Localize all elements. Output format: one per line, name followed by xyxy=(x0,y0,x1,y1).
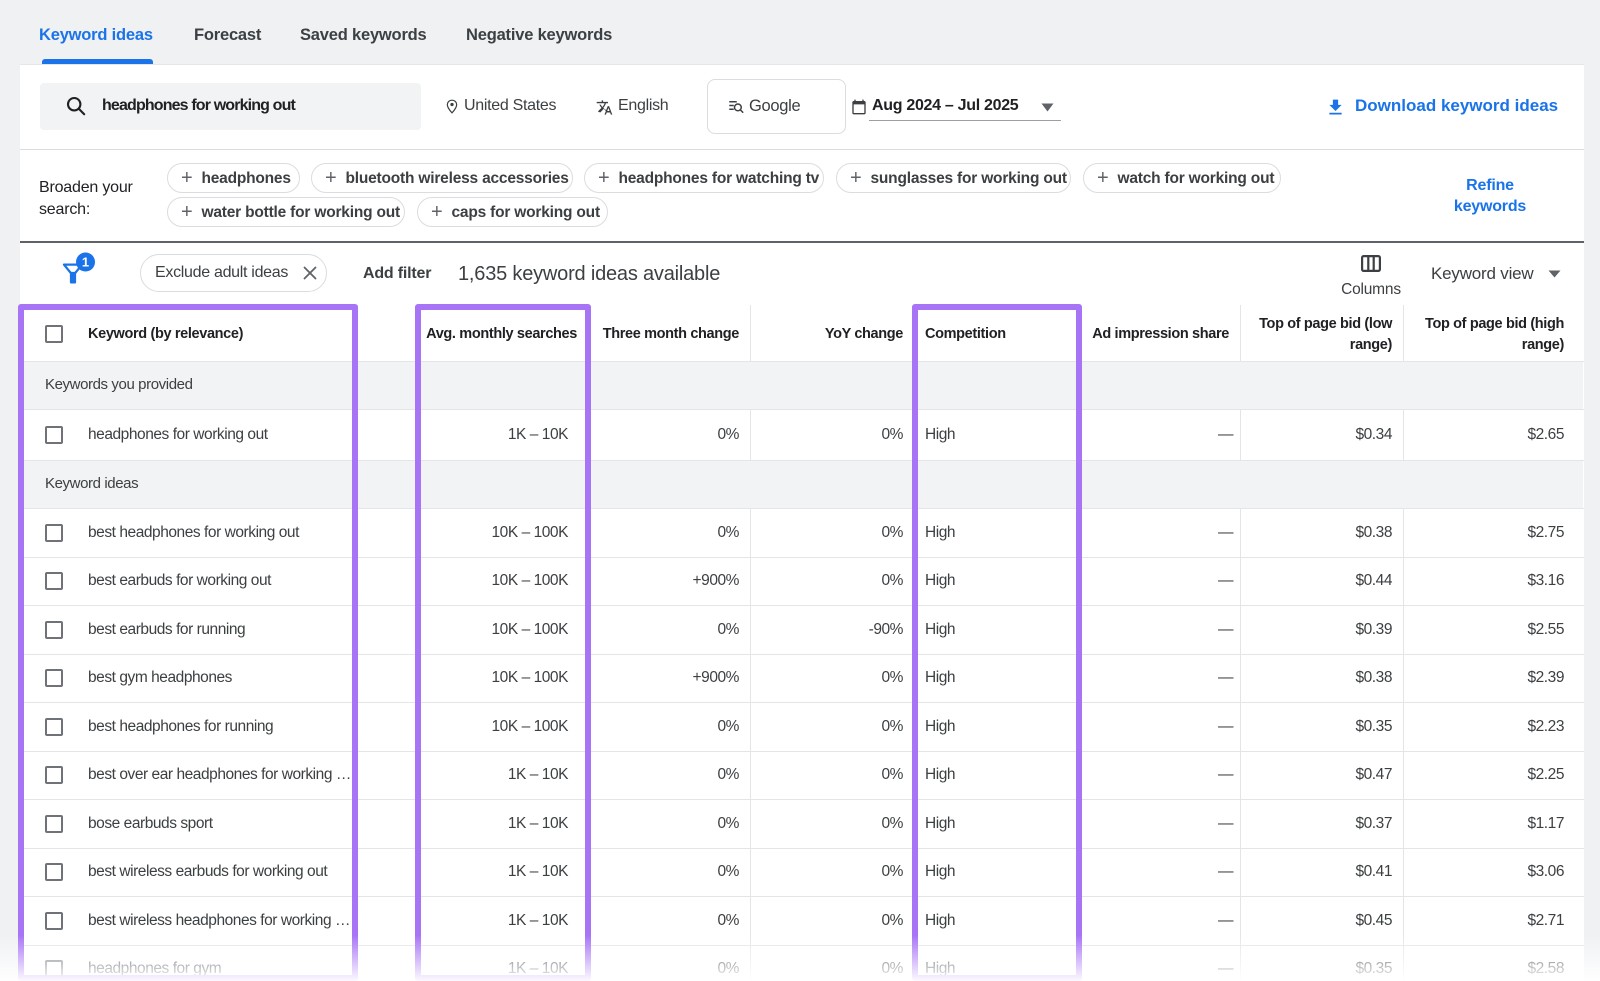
svg-text:1: 1 xyxy=(82,255,89,270)
